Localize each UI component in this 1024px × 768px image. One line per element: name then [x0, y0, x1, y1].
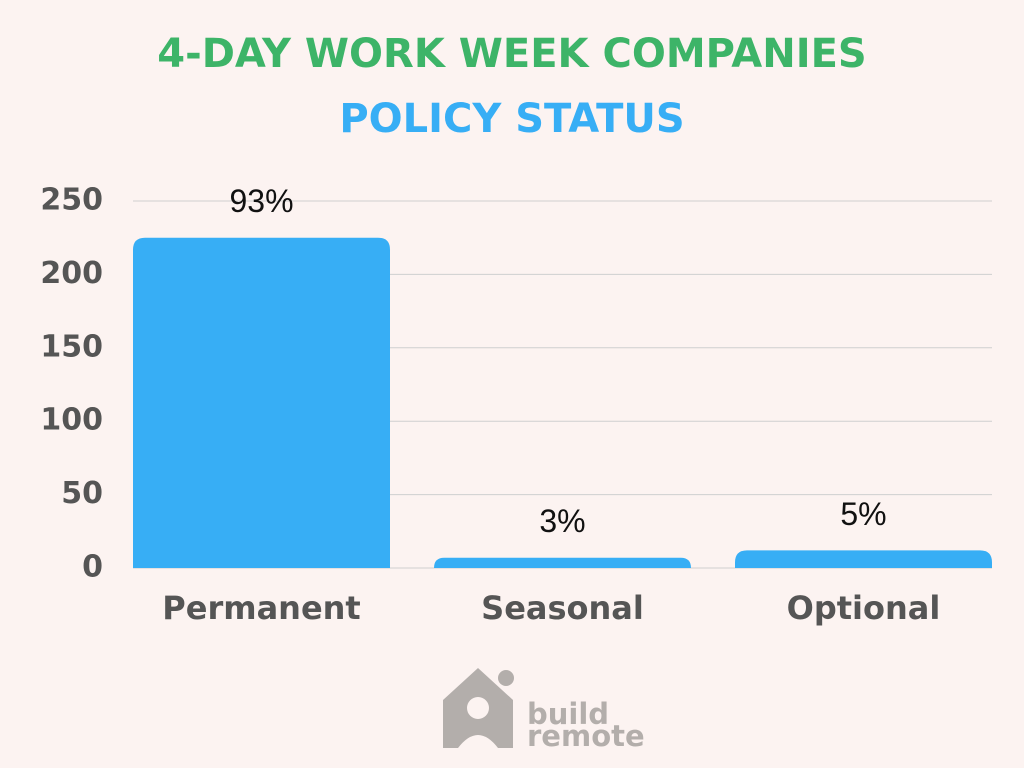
x-tick-label: Optional: [787, 589, 941, 627]
logo-text: build: [527, 697, 609, 731]
y-tick-label: 50: [61, 476, 103, 511]
logo: build remote: [443, 668, 645, 753]
logo-text: remote: [527, 719, 645, 753]
x-tick-label: Permanent: [162, 589, 360, 627]
logo-dot: [498, 670, 514, 686]
bar: [434, 557, 691, 568]
bar: [735, 550, 992, 568]
data-label: 93%: [229, 183, 293, 219]
chart-subtitle: POLICY STATUS: [339, 96, 684, 142]
x-tick-label: Seasonal: [481, 589, 644, 627]
y-tick-label: 0: [82, 550, 103, 585]
bar: [133, 237, 390, 568]
data-label: 3%: [539, 503, 585, 539]
y-tick-label: 100: [40, 403, 103, 438]
chart-title: 4-DAY WORK WEEK COMPANIES: [157, 31, 866, 77]
y-tick-label: 200: [40, 256, 103, 291]
y-tick-label: 250: [40, 183, 103, 218]
data-label: 5%: [840, 496, 886, 532]
logo-head: [467, 697, 489, 719]
logo-body: [458, 735, 498, 748]
y-tick-label: 150: [40, 329, 103, 364]
